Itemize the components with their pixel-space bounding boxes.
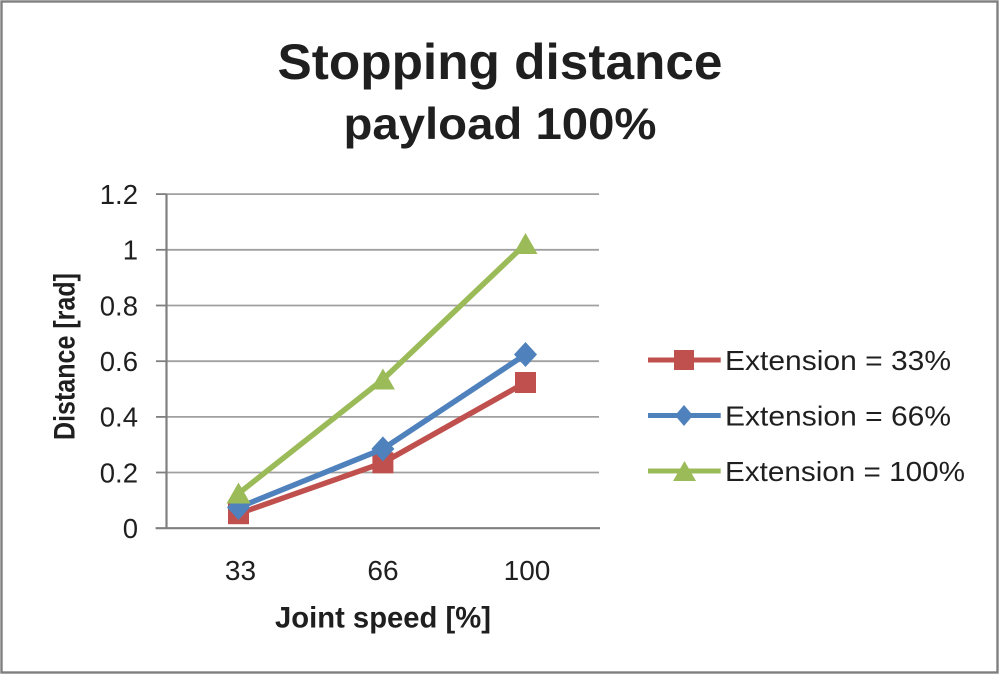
svg-text:0: 0	[123, 513, 138, 544]
svg-text:Extension = 100%: Extension = 100%	[725, 456, 965, 487]
svg-text:payload 100%: payload 100%	[344, 100, 657, 149]
svg-text:0.2: 0.2	[100, 457, 138, 488]
svg-text:1: 1	[123, 235, 138, 266]
svg-text:Extension = 66%: Extension = 66%	[725, 401, 951, 432]
svg-text:33: 33	[225, 555, 256, 586]
svg-text:Joint speed [%]: Joint speed [%]	[275, 602, 491, 635]
svg-text:100: 100	[504, 555, 551, 586]
svg-text:Distance [rad]: Distance [rad]	[49, 273, 82, 440]
svg-text:0.6: 0.6	[100, 346, 138, 377]
svg-text:Extension = 33%: Extension = 33%	[725, 345, 951, 376]
svg-text:66: 66	[367, 555, 398, 586]
svg-text:0.8: 0.8	[100, 290, 138, 321]
svg-text:0.4: 0.4	[100, 402, 138, 433]
svg-text:1.2: 1.2	[100, 179, 138, 210]
svg-text:Stopping distance: Stopping distance	[278, 34, 723, 90]
